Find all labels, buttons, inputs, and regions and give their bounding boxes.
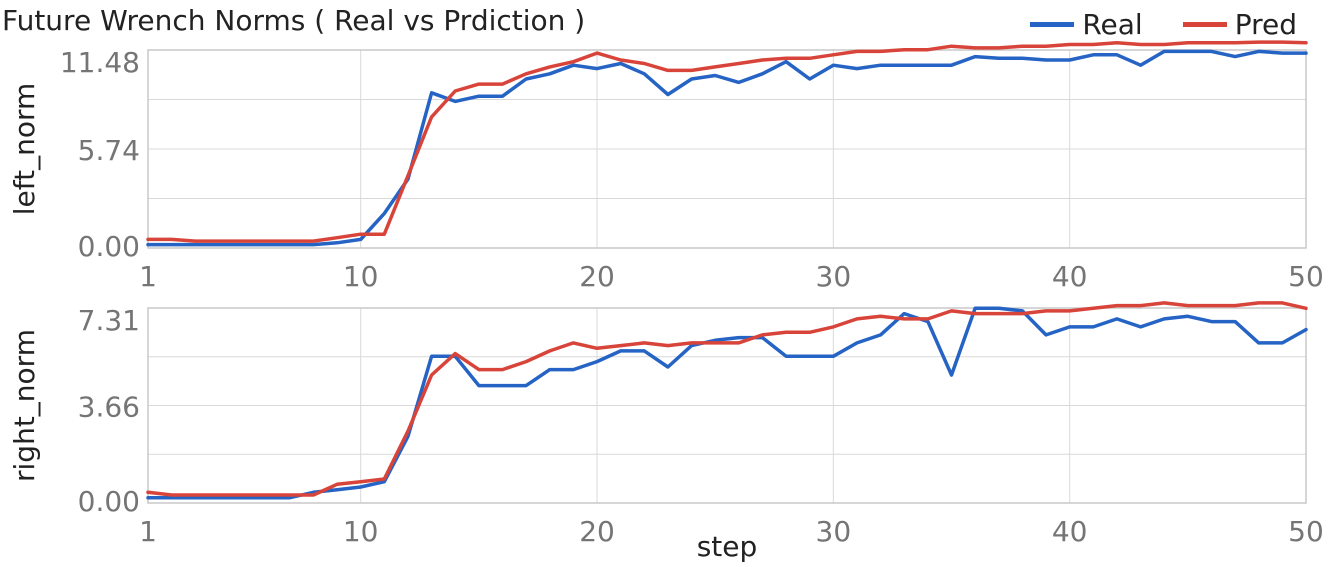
legend-swatch-pred bbox=[1182, 22, 1227, 27]
legend-item-real: Real bbox=[1030, 8, 1143, 41]
y-axis-label: left_norm bbox=[8, 83, 41, 216]
series-line-pred bbox=[146, 40, 1308, 243]
y-tick-label: 5.74 bbox=[78, 134, 140, 167]
x-tick-label: 20 bbox=[579, 260, 615, 293]
x-tick-label: 1 bbox=[139, 260, 157, 293]
y-axis-label: right_norm bbox=[8, 329, 41, 482]
y-tick-label: 0.00 bbox=[78, 485, 140, 518]
series-line-pred bbox=[146, 301, 1308, 497]
x-tick-label: 40 bbox=[1052, 260, 1088, 293]
legend-label-real: Real bbox=[1082, 8, 1143, 41]
plot-frame bbox=[147, 307, 1307, 504]
plot-frame bbox=[147, 49, 1307, 249]
x-tick-label: 40 bbox=[1052, 515, 1088, 548]
x-axis-label: step bbox=[697, 530, 758, 563]
x-tick-label: 20 bbox=[579, 515, 615, 548]
x-tick-label: 30 bbox=[816, 515, 852, 548]
x-tick-label: 10 bbox=[343, 515, 379, 548]
x-tick-label: 50 bbox=[1288, 260, 1324, 293]
legend-swatch-real bbox=[1030, 22, 1075, 27]
y-tick-label: 3.66 bbox=[78, 390, 140, 423]
series-line-real bbox=[146, 306, 1308, 500]
y-tick-label: 11.48 bbox=[60, 46, 140, 79]
chart-title: Future Wrench Norms ( Real vs Prdiction … bbox=[2, 4, 586, 37]
legend: Real Pred bbox=[1030, 8, 1297, 41]
x-tick-label: 10 bbox=[343, 260, 379, 293]
legend-label-pred: Pred bbox=[1234, 8, 1297, 41]
x-tick-label: 50 bbox=[1288, 515, 1324, 548]
y-tick-label: 0.00 bbox=[78, 230, 140, 263]
y-tick-label: 7.31 bbox=[78, 304, 140, 337]
x-tick-label: 30 bbox=[816, 260, 852, 293]
series-line-real bbox=[146, 49, 1308, 247]
legend-item-pred: Pred bbox=[1182, 8, 1297, 41]
x-tick-label: 1 bbox=[139, 515, 157, 548]
